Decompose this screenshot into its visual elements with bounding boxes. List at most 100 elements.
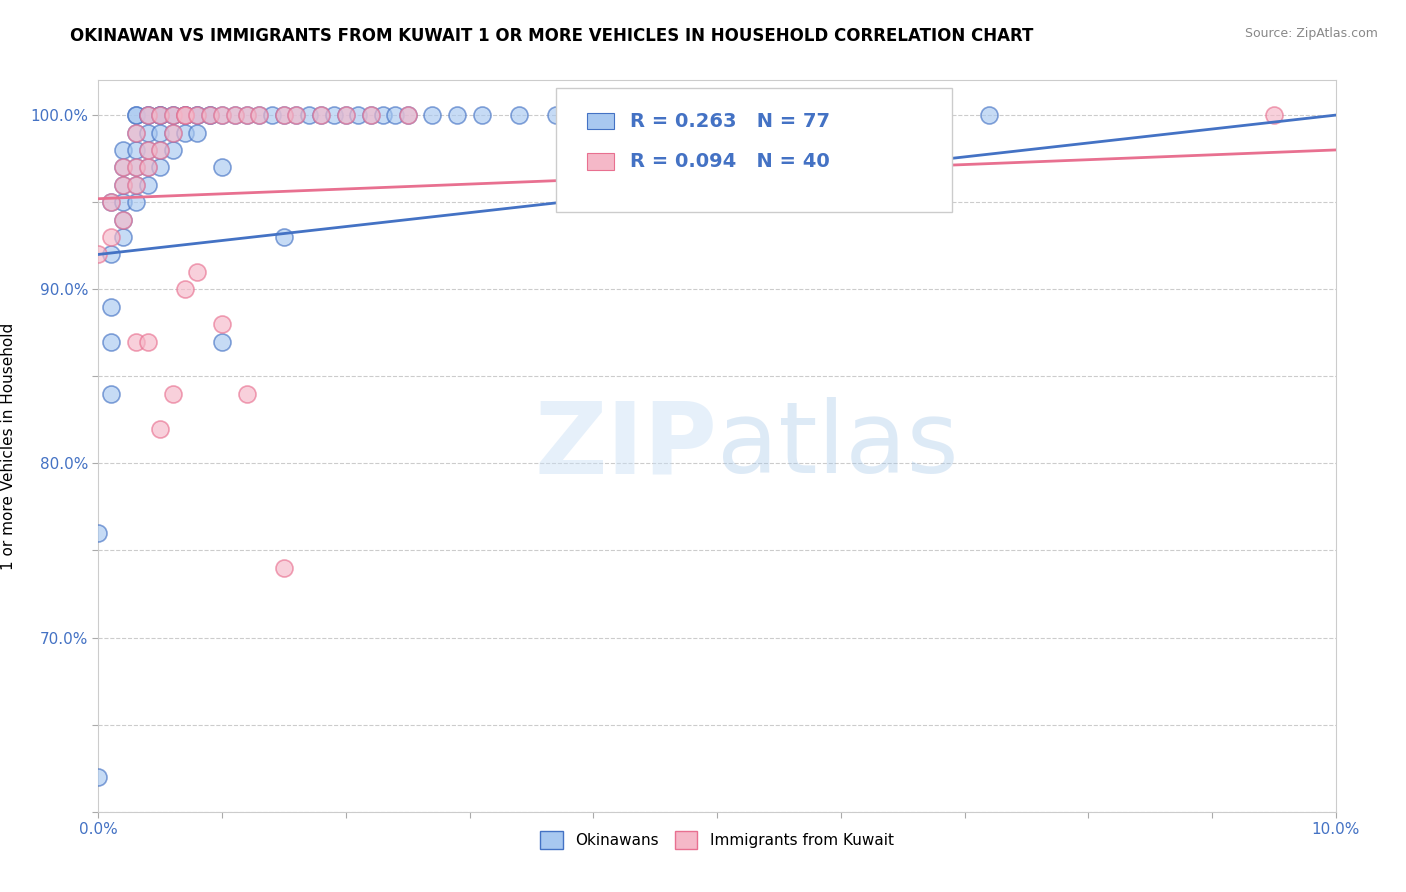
Point (149, 108, 172, 122)
Point (100, 195, 122, 210)
Point (136, 108, 159, 122)
Point (162, 126, 184, 140)
Point (87, 526, 110, 541)
Point (112, 178, 135, 192)
Point (87, 247, 110, 261)
Point (236, 386, 259, 401)
Point (124, 108, 146, 122)
FancyBboxPatch shape (557, 87, 952, 212)
Point (162, 108, 184, 122)
Point (335, 108, 357, 122)
Point (285, 108, 308, 122)
Point (149, 161, 172, 175)
Point (471, 108, 494, 122)
Point (100, 386, 122, 401)
Point (619, 108, 641, 122)
Point (706, 108, 728, 122)
Point (422, 108, 444, 122)
Point (162, 386, 184, 401)
Point (335, 108, 357, 122)
Bar (588, 153, 614, 169)
Point (371, 108, 394, 122)
Point (162, 143, 184, 157)
Point (1263, 108, 1285, 122)
Point (186, 265, 208, 279)
Point (136, 178, 159, 192)
Point (136, 143, 159, 157)
Point (149, 143, 172, 157)
Point (211, 161, 233, 175)
Point (322, 108, 344, 122)
Point (124, 178, 146, 192)
Point (149, 108, 172, 122)
Point (124, 178, 146, 192)
Point (396, 108, 419, 122)
Point (347, 108, 370, 122)
Point (198, 108, 221, 122)
Y-axis label: 1 or more Vehicles in Household: 1 or more Vehicles in Household (1, 322, 15, 570)
Point (162, 126, 184, 140)
Point (124, 126, 146, 140)
Point (124, 161, 146, 175)
Point (360, 108, 382, 122)
Point (149, 108, 172, 122)
Point (186, 126, 208, 140)
Point (174, 108, 197, 122)
Point (174, 108, 197, 122)
Point (198, 108, 221, 122)
Point (112, 195, 135, 210)
Point (309, 108, 332, 122)
Point (186, 108, 208, 122)
Point (100, 195, 122, 210)
Point (112, 212, 135, 227)
Point (546, 108, 568, 122)
Point (112, 143, 135, 157)
Point (124, 334, 146, 349)
Point (236, 108, 259, 122)
Point (100, 247, 122, 261)
Point (211, 108, 233, 122)
Point (136, 108, 159, 122)
Point (112, 161, 135, 175)
Point (136, 126, 159, 140)
Point (149, 108, 172, 122)
Point (149, 126, 172, 140)
Point (124, 143, 146, 157)
Point (112, 230, 135, 244)
Point (112, 161, 135, 175)
Point (260, 108, 283, 122)
Text: OKINAWAN VS IMMIGRANTS FROM KUWAIT 1 OR MORE VEHICLES IN HOUSEHOLD CORRELATION C: OKINAWAN VS IMMIGRANTS FROM KUWAIT 1 OR … (70, 27, 1033, 45)
Point (136, 161, 159, 175)
Point (136, 334, 159, 349)
Point (669, 108, 692, 122)
Point (100, 230, 122, 244)
Point (174, 282, 197, 296)
Point (136, 143, 159, 157)
Point (174, 108, 197, 122)
Point (236, 108, 259, 122)
Point (124, 195, 146, 210)
Point (830, 108, 852, 122)
Point (174, 126, 197, 140)
Point (273, 230, 295, 244)
Point (508, 108, 530, 122)
Point (247, 108, 270, 122)
Point (298, 108, 321, 122)
Point (100, 300, 122, 314)
Point (112, 212, 135, 227)
Point (360, 108, 382, 122)
Point (247, 108, 270, 122)
Text: R = 0.263   N = 77: R = 0.263 N = 77 (630, 112, 831, 131)
Text: Source: ZipAtlas.com: Source: ZipAtlas.com (1244, 27, 1378, 40)
Point (309, 108, 332, 122)
Text: ZIP: ZIP (534, 398, 717, 494)
Point (124, 108, 146, 122)
Point (285, 108, 308, 122)
Point (162, 108, 184, 122)
Point (979, 108, 1001, 122)
Point (112, 178, 135, 192)
Point (768, 108, 790, 122)
Point (396, 108, 419, 122)
Point (446, 108, 468, 122)
Point (174, 108, 197, 122)
